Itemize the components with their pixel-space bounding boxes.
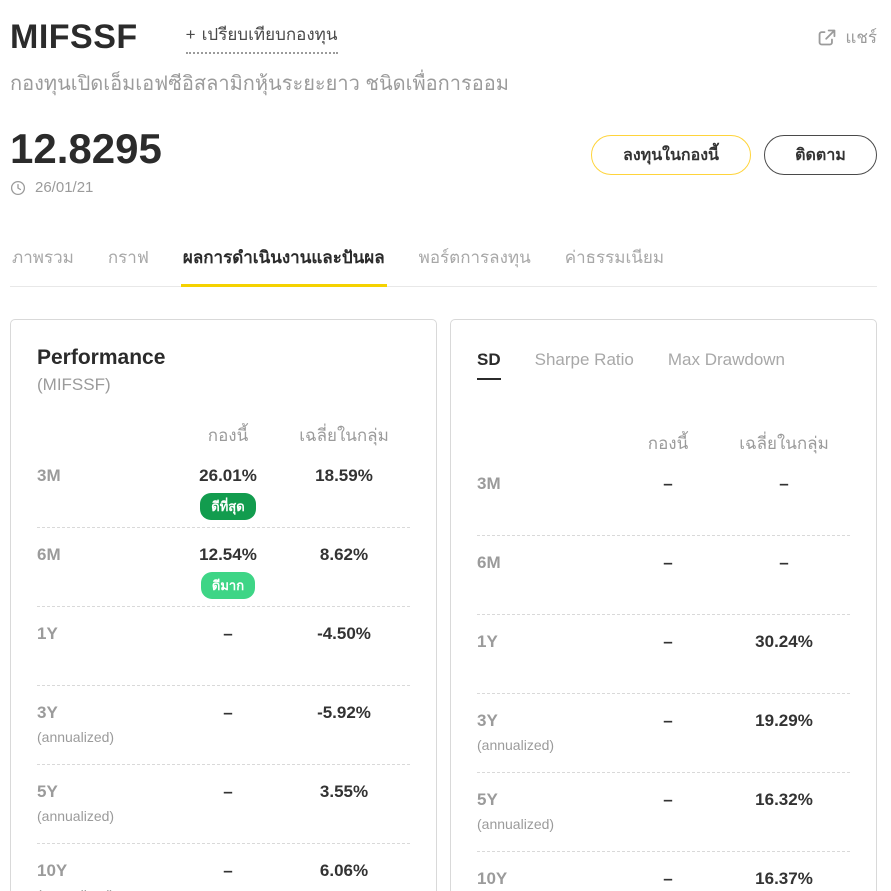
fund-value: –: [663, 711, 673, 731]
tab-sharpe-ratio[interactable]: Sharpe Ratio: [534, 350, 634, 370]
group-value: 6.06%: [319, 861, 369, 881]
rating-badge-good: ดีมาก: [200, 572, 256, 600]
fund-value: –: [223, 861, 233, 881]
period-label: 10Y: [477, 869, 508, 889]
risk-stats-card: SD Sharpe Ratio Max Drawdown กองนี้ เฉลี…: [450, 319, 877, 891]
column-header-group: เฉลี่ยในกลุ่ม: [299, 426, 389, 446]
fund-value: –: [663, 632, 673, 652]
nav-block: 12.8295 26/01/21: [10, 125, 162, 196]
nav-price: 12.8295: [10, 125, 162, 172]
fund-value: –: [223, 624, 233, 644]
group-value: 19.29%: [755, 711, 813, 731]
main-tab-bar: ภาพรวม กราฟ ผลการดำเนินงานและปันผล พอร์ต…: [10, 238, 877, 288]
period-label: 3Y: [477, 711, 498, 731]
plus-icon: +: [185, 24, 196, 44]
period-label: 5Y: [477, 790, 498, 810]
fund-code-title: MIFSSF: [10, 18, 138, 56]
tab-sd[interactable]: SD: [477, 350, 501, 381]
period-sublabel: (annualized): [477, 816, 555, 833]
group-value: 18.59%: [315, 466, 373, 486]
risk-column-headers: กองนี้ เฉลี่ยในกลุ่ม: [477, 430, 850, 457]
compare-funds-link[interactable]: + เปรียบเทียบกองทุน: [185, 21, 338, 54]
fund-value: –: [663, 869, 673, 889]
table-row: 3M – –: [477, 457, 850, 537]
share-button[interactable]: แชร์: [817, 24, 877, 51]
risk-tab-bar: SD Sharpe Ratio Max Drawdown: [477, 350, 850, 381]
fund-value: 12.54%: [199, 545, 257, 565]
period-label: 6M: [37, 545, 61, 565]
period-sublabel: (annualized): [37, 729, 115, 746]
performance-column-headers: กองนี้ เฉลี่ยในกลุ่ม: [37, 422, 410, 449]
fund-value: –: [663, 553, 673, 573]
group-value: 16.37%: [755, 869, 813, 889]
period-label: 3M: [37, 466, 61, 486]
table-row: 3Y (annualized) – -5.92%: [37, 686, 410, 766]
compare-funds-label: เปรียบเทียบกองทุน: [201, 25, 338, 44]
fund-value: –: [223, 782, 233, 802]
column-header-fund: กองนี้: [647, 434, 689, 454]
period-label: 6M: [477, 553, 501, 573]
table-row: 6M 12.54% ดีมาก 8.62%: [37, 528, 410, 608]
rating-badge-best: ดีที่สุด: [200, 493, 256, 521]
table-row: 6M – –: [477, 536, 850, 616]
period-label: 10Y: [37, 861, 68, 881]
table-row: 10Y (annualized) – 6.06%: [37, 844, 410, 891]
group-value: -4.50%: [317, 624, 371, 644]
period-label: 1Y: [37, 624, 58, 644]
column-header-group: เฉลี่ยในกลุ่ม: [739, 434, 829, 454]
period-label: 1Y: [477, 632, 498, 652]
fund-value: –: [223, 703, 233, 723]
nav-date-row: 26/01/21: [10, 179, 162, 196]
clock-icon: [10, 180, 26, 196]
fund-value: –: [663, 474, 673, 494]
share-label: แชร์: [845, 28, 877, 47]
period-sublabel: (annualized): [477, 737, 555, 754]
period-label: 5Y: [37, 782, 58, 802]
fund-full-name: กองทุนเปิดเอ็มเอฟซีอิสลามิกหุ้นระยะยาว ช…: [10, 73, 509, 95]
action-buttons: ลงทุนในกองนี้ ติดตาม: [591, 135, 877, 196]
table-row: 1Y – 30.24%: [477, 615, 850, 695]
table-row: 1Y – -4.50%: [37, 607, 410, 687]
group-value: 3.55%: [319, 782, 369, 802]
content-cards: Performance (MIFSSF) กองนี้ เฉลี่ยในกลุ่…: [10, 319, 877, 891]
period-sublabel: (annualized): [37, 808, 115, 825]
period-label: 3Y: [37, 703, 58, 723]
table-row: 3M 26.01% ดีที่สุด 18.59%: [37, 449, 410, 529]
group-value: –: [779, 474, 789, 494]
group-value: –: [779, 553, 789, 573]
table-row: 5Y (annualized) – 16.32%: [477, 773, 850, 853]
table-row: 10Y (annualized) – 16.37%: [477, 852, 850, 891]
performance-title: Performance: [37, 346, 166, 370]
fund-value: 26.01%: [199, 466, 257, 486]
period-sublabel: (annualized): [37, 887, 178, 891]
nav-section: 12.8295 26/01/21 ลงทุนในกองนี้ ติดตาม: [10, 125, 877, 196]
performance-subtitle: (MIFSSF): [37, 375, 111, 395]
group-value: -5.92%: [317, 703, 371, 723]
page-header: MIFSSF + เปรียบเทียบกองทุน แชร์: [10, 18, 877, 57]
nav-date: 26/01/21: [35, 179, 94, 197]
tab-portfolio[interactable]: พอร์ตการลงทุน: [418, 248, 531, 268]
tab-max-drawdown[interactable]: Max Drawdown: [667, 350, 786, 370]
group-value: 30.24%: [755, 632, 813, 652]
column-header-fund: กองนี้: [207, 426, 249, 446]
fund-value: –: [663, 790, 673, 810]
tab-overview[interactable]: ภาพรวม: [12, 248, 74, 268]
table-row: 5Y (annualized) – 3.55%: [37, 765, 410, 845]
share-icon: [817, 28, 837, 47]
period-label: 3M: [477, 474, 501, 494]
group-value: 16.32%: [755, 790, 813, 810]
tab-fees[interactable]: ค่าธรรมเนียม: [564, 248, 665, 268]
fund-detail-page: MIFSSF + เปรียบเทียบกองทุน แชร์ กองทุนเป…: [0, 18, 891, 891]
tab-graph[interactable]: กราฟ: [107, 248, 149, 268]
table-row: 3Y (annualized) – 19.29%: [477, 694, 850, 774]
invest-button[interactable]: ลงทุนในกองนี้: [591, 135, 751, 175]
performance-card: Performance (MIFSSF) กองนี้ เฉลี่ยในกลุ่…: [10, 319, 437, 891]
group-value: 8.62%: [319, 545, 369, 565]
follow-button[interactable]: ติดตาม: [764, 135, 877, 175]
tab-performance-dividends[interactable]: ผลการดำเนินงานและปันผล: [180, 238, 387, 288]
